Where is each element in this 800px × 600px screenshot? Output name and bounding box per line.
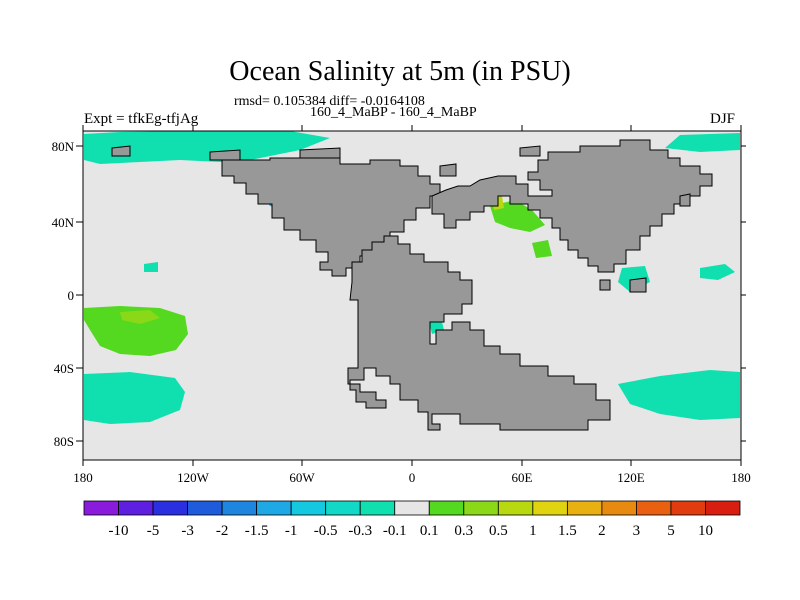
experiment-label: Expt = tfkEg-tfjAg	[84, 111, 199, 127]
lat-tick-label: 0	[68, 288, 75, 303]
land-masses	[111, 139, 713, 431]
map-title: Ocean Salinity at 5m (in PSU)	[229, 56, 571, 87]
colorbar-label: 3	[633, 523, 641, 539]
colorbar-swatch	[325, 500, 361, 516]
lat-tick-label: 40S	[54, 361, 74, 376]
colorbar-label: -1.5	[245, 523, 269, 539]
colorbar-label: -1	[285, 523, 298, 539]
rmsd-diff-stats: rmsd= 0.105384 diff= -0.0164108	[234, 94, 425, 109]
colorbar-swatch	[221, 500, 258, 516]
colorbar-swatch	[566, 500, 603, 516]
colorbar-swatch	[463, 500, 499, 516]
anomaly-region-southern-ocean-east	[618, 370, 740, 420]
colorbar-swatch	[187, 500, 223, 516]
experiment-subtitle: 160_4_MaBP - 160_4_MaBP	[310, 105, 477, 120]
colorbar-swatch	[118, 500, 154, 516]
colorbar-swatch	[394, 500, 430, 516]
colorbar-label: -10	[109, 523, 129, 539]
anomaly-region-pacific-west	[144, 262, 158, 272]
lat-tick-label: 40N	[52, 215, 75, 230]
colorbar-label: 5	[667, 523, 675, 539]
colorbar-label: -3	[181, 523, 194, 539]
colorbar-label: 10	[698, 523, 713, 539]
colorbar-swatch	[497, 500, 534, 516]
colorbar-label: -0.5	[314, 523, 338, 539]
colorbar-swatch	[601, 500, 637, 516]
land-island-east	[599, 193, 691, 293]
lon-tick-label: 180	[731, 470, 751, 485]
lon-tick-label: 0	[409, 470, 416, 485]
anomaly-region-arabian	[532, 240, 552, 258]
colorbar-label: -5	[147, 523, 160, 539]
land-northern-islands	[439, 145, 541, 177]
colorbar-swatch	[670, 500, 706, 516]
anomaly-region-south-pacific	[84, 306, 188, 356]
lat-tick-label: 80N	[52, 139, 75, 154]
colorbar-swatch	[152, 500, 188, 516]
colorbar-swatch	[290, 500, 327, 516]
land-arctic-strip	[111, 145, 341, 161]
anomaly-region-arctic	[84, 131, 330, 164]
colorbar-swatch	[256, 500, 292, 516]
colorbar-swatch	[83, 500, 119, 516]
colorbar-swatch	[428, 500, 465, 516]
anomaly-region-southern-ocean-west	[84, 372, 185, 424]
colorbar-label: 1.5	[558, 523, 577, 539]
lon-tick-label: 180	[73, 470, 93, 485]
latitude-axis: 80N 40N 0 40S 80S	[52, 139, 746, 449]
colorbar: -10 -5 -3 -2 -1.5 -1 -0.5 -0.3 -0.1 0.1 0.3 0.5 1 1.5…	[83, 500, 741, 539]
longitude-axis: 180 120W 60W 0 60E 120E 180	[73, 125, 751, 485]
anomaly-region-arctic-east	[665, 133, 740, 152]
lon-tick-label: 60E	[512, 470, 533, 485]
colorbar-swatch	[636, 500, 672, 516]
colorbar-swatch	[359, 500, 396, 516]
colorbar-swatch	[532, 500, 568, 516]
colorbar-label: -0.3	[348, 523, 372, 539]
colorbar-label: 0.3	[454, 523, 473, 539]
colorbar-label: 2	[598, 523, 606, 539]
season-label: DJF	[710, 111, 736, 127]
land-central-continent	[347, 235, 611, 431]
lon-tick-label: 120E	[617, 470, 645, 485]
colorbar-swatch	[705, 500, 741, 516]
colorbar-label: -2	[216, 523, 229, 539]
anomaly-region-pacific-east	[700, 264, 735, 280]
colorbar-label: 0.5	[489, 523, 508, 539]
colorbar-label: 1	[529, 523, 537, 539]
lon-tick-label: 60W	[289, 470, 315, 485]
colorbar-label: 0.1	[420, 523, 439, 539]
lat-tick-label: 80S	[54, 434, 74, 449]
lon-tick-label: 120W	[177, 470, 210, 485]
colorbar-label: -0.1	[383, 523, 407, 539]
anomaly-region-south-pacific-core	[120, 310, 160, 324]
land-east-continent	[431, 139, 713, 273]
